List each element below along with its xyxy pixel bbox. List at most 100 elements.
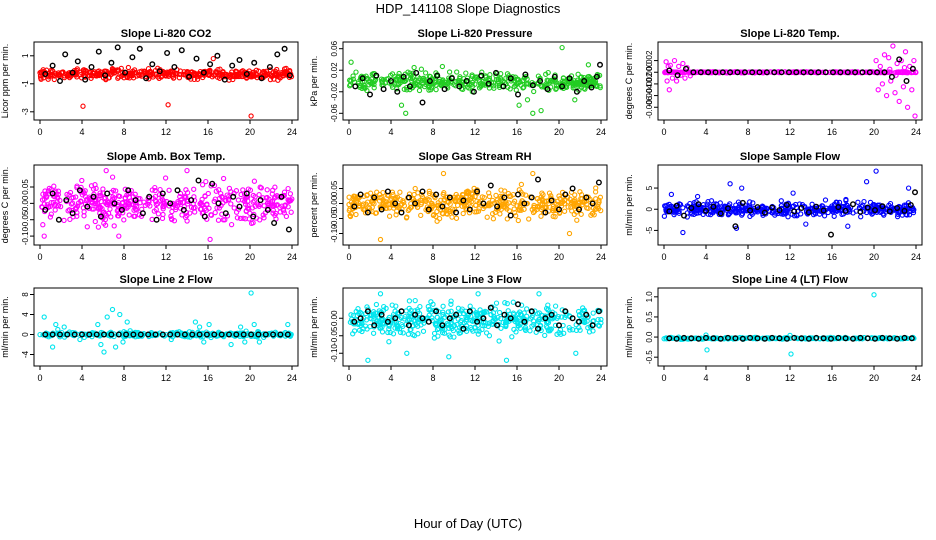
chart-4-raw-point xyxy=(41,233,47,239)
chart-5-hourly-point xyxy=(425,206,432,213)
chart-2-raw-point xyxy=(426,87,432,93)
chart-8-x-tick-label: 8 xyxy=(430,373,435,383)
chart-8-raw-point xyxy=(598,316,604,323)
chart-2-hourly-point xyxy=(470,88,477,95)
chart-9-hourly-point xyxy=(732,335,739,342)
chart-8-raw-point xyxy=(483,309,490,315)
chart-5-hourly-point xyxy=(535,176,542,183)
chart-4-series-raw xyxy=(39,167,295,243)
chart-1-raw-point xyxy=(64,71,70,77)
chart-6-raw-point xyxy=(739,211,746,217)
chart-3-raw-point xyxy=(881,52,888,58)
chart-6-raw-point xyxy=(676,208,682,214)
chart-4-raw-point xyxy=(179,212,185,218)
chart-5-hourly-point xyxy=(466,206,473,213)
chart-9-hourly-point xyxy=(673,335,680,342)
chart-4-raw-point xyxy=(97,205,104,211)
chart-5-raw-point xyxy=(452,197,459,204)
chart-7-raw-point xyxy=(285,321,291,328)
chart-5-raw-point xyxy=(440,191,446,198)
chart-6-hourly-point xyxy=(835,204,842,211)
chart-6-raw-point xyxy=(790,190,796,196)
chart-4-raw-point xyxy=(234,215,241,221)
chart-7-hourly-point xyxy=(277,331,284,338)
chart-5-raw-point xyxy=(546,190,553,196)
chart-4-raw-point xyxy=(177,190,184,197)
chart-2-hourly-point xyxy=(380,86,387,93)
chart-8-raw-point xyxy=(475,331,481,337)
chart-8-raw-point xyxy=(590,328,596,334)
chart-3-raw-point xyxy=(911,57,917,64)
chart-5-hourly-point xyxy=(351,203,358,210)
chart-8-raw-point xyxy=(561,330,567,336)
chart-6-raw-point xyxy=(813,206,819,213)
chart-4-hourly-point xyxy=(139,210,146,217)
chart-2-raw-point xyxy=(530,110,536,116)
chart-1-title: Slope Li-820 CO2 xyxy=(121,28,211,40)
chart-5-raw-point xyxy=(360,201,367,207)
chart-8-raw-point xyxy=(577,327,583,333)
chart-7-x-tick-label: 24 xyxy=(287,373,297,383)
chart-6-raw-point xyxy=(727,181,733,187)
chart-2-raw-point xyxy=(392,73,398,80)
chart-8-raw-point xyxy=(524,313,530,319)
chart-7-raw-point xyxy=(78,330,84,337)
chart-2-hourly-point xyxy=(500,83,507,90)
chart-6-hourly-point xyxy=(879,203,886,210)
chart-8-raw-point xyxy=(378,309,385,315)
chart-7-y-tick-label: 4 xyxy=(21,312,30,317)
chart-2-raw-point xyxy=(411,64,417,71)
chart-1-raw-point xyxy=(253,67,260,73)
chart-1-hourly-point xyxy=(281,45,288,52)
chart-4-raw-point xyxy=(52,207,58,213)
chart-2-raw-point xyxy=(404,87,410,93)
chart-1-hourly-point xyxy=(186,73,193,80)
chart-6-hourly-point xyxy=(783,201,790,208)
chart-3-raw-point xyxy=(877,63,883,70)
chart-7-raw-point xyxy=(168,336,174,343)
chart-6-raw-point xyxy=(708,198,715,204)
chart-2-raw-point xyxy=(553,79,559,85)
chart-9-y-label: ml/min per min. xyxy=(624,296,634,358)
chart-4-raw-point xyxy=(48,211,54,217)
chart-2-hourly-point xyxy=(485,80,492,87)
chart-9-x-tick-label: 12 xyxy=(785,373,795,383)
chart-3-hourly-point xyxy=(778,69,785,76)
chart-6-hourly-point xyxy=(703,207,710,214)
chart-6-x-tick-label: 8 xyxy=(745,252,750,262)
chart-7-x-tick-label: 8 xyxy=(121,373,126,383)
chart-2-raw-point xyxy=(454,69,460,75)
chart-1-hourly-point xyxy=(221,76,228,83)
chart-9-hourly-point xyxy=(813,334,820,341)
chart-3-raw-point xyxy=(896,98,902,105)
chart-6-raw-point xyxy=(664,202,670,208)
chart-2-raw-point xyxy=(407,75,414,81)
chart-2-raw-point xyxy=(403,110,409,116)
chart-7-raw-point xyxy=(104,314,110,320)
chart-4-raw-point xyxy=(178,197,184,203)
chart-4-raw-point xyxy=(251,198,258,204)
chart-2-hourly-point xyxy=(537,77,544,84)
chart-5-raw-point xyxy=(484,214,490,220)
chart-1-raw-point xyxy=(170,75,177,81)
chart-2-x-tick-label: 20 xyxy=(554,127,564,137)
chart-2-raw-point xyxy=(546,87,552,93)
chart-1-hourly-point xyxy=(95,48,102,55)
chart-4-raw-point xyxy=(220,195,226,201)
chart-4-series-hourly xyxy=(42,177,292,233)
chart-5-raw-point xyxy=(577,189,583,195)
chart-2-raw-point xyxy=(589,78,595,84)
chart-8-raw-point xyxy=(351,328,358,334)
chart-5-raw-point xyxy=(466,210,473,216)
chart-4-hourly-point xyxy=(146,193,153,200)
chart-4-hourly-point xyxy=(69,210,76,217)
chart-7-raw-point xyxy=(41,314,47,320)
chart-8-raw-point xyxy=(440,303,446,309)
chart-1-hourly-point xyxy=(243,70,250,77)
chart-3-x-tick-label: 4 xyxy=(703,127,708,137)
chart-2-raw-point xyxy=(524,80,530,87)
chart-8-y-tick-label: -0.05 xyxy=(330,326,339,345)
chart-2-series-raw xyxy=(347,44,603,116)
chart-8-raw-point xyxy=(386,326,392,332)
chart-5-hourly-point xyxy=(446,194,453,201)
